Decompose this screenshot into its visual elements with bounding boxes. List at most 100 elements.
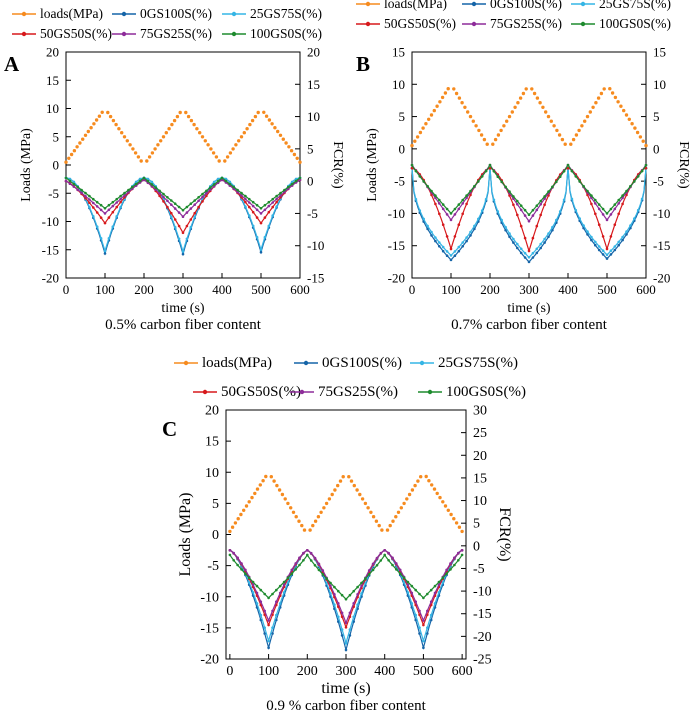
load-point (574, 133, 579, 137)
y-tick-label: 10 (46, 101, 59, 116)
load-point (413, 139, 417, 143)
data-point (453, 250, 457, 253)
data-point (402, 576, 406, 580)
data-point (279, 194, 282, 197)
data-point (302, 559, 305, 562)
data-point (453, 563, 456, 567)
load-point (264, 114, 269, 118)
load-point (245, 127, 249, 131)
load-point (563, 142, 567, 146)
data-point (162, 192, 165, 196)
data-point (185, 205, 189, 209)
data-point (248, 197, 251, 201)
data-point (438, 212, 441, 216)
data-point (629, 224, 632, 227)
data-point (251, 580, 255, 584)
load-point (284, 141, 288, 145)
data-point (414, 197, 418, 201)
data-point (244, 197, 247, 201)
data-point (605, 253, 609, 257)
load-point (410, 488, 415, 492)
data-point (434, 239, 437, 243)
data-point (72, 185, 76, 188)
load-point (424, 122, 428, 126)
legend-label: 75GS25S(%) (140, 26, 212, 41)
data-point (527, 213, 531, 216)
x-tick-label: 200 (297, 664, 318, 679)
data-point (449, 258, 453, 262)
load-point (100, 110, 104, 115)
load-point (630, 122, 634, 126)
data-point (248, 205, 251, 209)
load-point (75, 145, 79, 149)
data-point (278, 591, 282, 595)
series-25GS75S (410, 166, 648, 259)
legend-label: 100GS0S(%) (599, 16, 671, 31)
data-point (531, 256, 535, 259)
data-point (271, 609, 274, 613)
y2-tick-label: 5 (307, 141, 314, 156)
load-point (292, 152, 297, 157)
load-point (616, 100, 620, 104)
data-point (562, 198, 566, 202)
y-tick-label: -20 (42, 271, 59, 286)
y-tick-label: 0 (53, 158, 60, 173)
y-tick-label: -10 (388, 206, 405, 221)
load-point (496, 133, 501, 137)
data-point (418, 613, 421, 617)
data-point (88, 201, 91, 204)
load-point (530, 87, 534, 91)
data-point (356, 603, 359, 606)
x-tick-label: 400 (374, 664, 395, 679)
load-point (175, 114, 180, 119)
legend-item: 100GS0S(%) (571, 16, 671, 31)
legend: loads(MPa) 0GS100S(%) 25GS75S(%) 50GS50S(%)… (174, 355, 526, 400)
legend-label: loads(MPa) (202, 355, 272, 371)
data-point (177, 237, 181, 241)
data-point (523, 236, 527, 240)
y-tick-label: 5 (212, 497, 219, 512)
load-point (441, 500, 445, 504)
data-point (480, 175, 484, 178)
data-point (212, 180, 216, 184)
load-point (147, 155, 152, 159)
load-point (108, 114, 113, 119)
load-point (360, 497, 365, 501)
load-point (136, 155, 141, 159)
data-point (461, 202, 465, 205)
load-point (635, 130, 640, 135)
load-point (421, 126, 425, 130)
data-point (95, 200, 99, 204)
legend-marker (121, 11, 127, 17)
load-point (223, 159, 227, 163)
data-point (216, 177, 220, 181)
data-point (426, 184, 429, 188)
data-point (395, 568, 398, 571)
panel-caption: 0.5% carbon fiber content (105, 317, 262, 333)
data-point (92, 215, 95, 218)
data-point (236, 188, 239, 192)
data-point (519, 224, 523, 228)
data-point (629, 184, 632, 188)
legend-item: 75GS25S(%) (462, 16, 562, 31)
data-point (578, 180, 581, 183)
load-point (69, 152, 74, 157)
data-point (434, 236, 437, 239)
data-point (228, 553, 232, 557)
data-point (244, 194, 247, 198)
data-point (391, 556, 394, 559)
data-point (119, 197, 122, 201)
data-point (298, 178, 302, 182)
y2-tick-label: -5 (307, 206, 318, 221)
load-point (289, 506, 293, 510)
legend-marker (299, 389, 305, 395)
y-tick-label: 15 (46, 73, 59, 88)
data-point (337, 615, 340, 619)
data-point (344, 648, 348, 652)
data-point (367, 569, 371, 572)
legend-item: 0GS100S(%) (462, 0, 562, 11)
data-point (465, 239, 468, 243)
load-point (192, 122, 196, 127)
data-point (500, 180, 504, 184)
